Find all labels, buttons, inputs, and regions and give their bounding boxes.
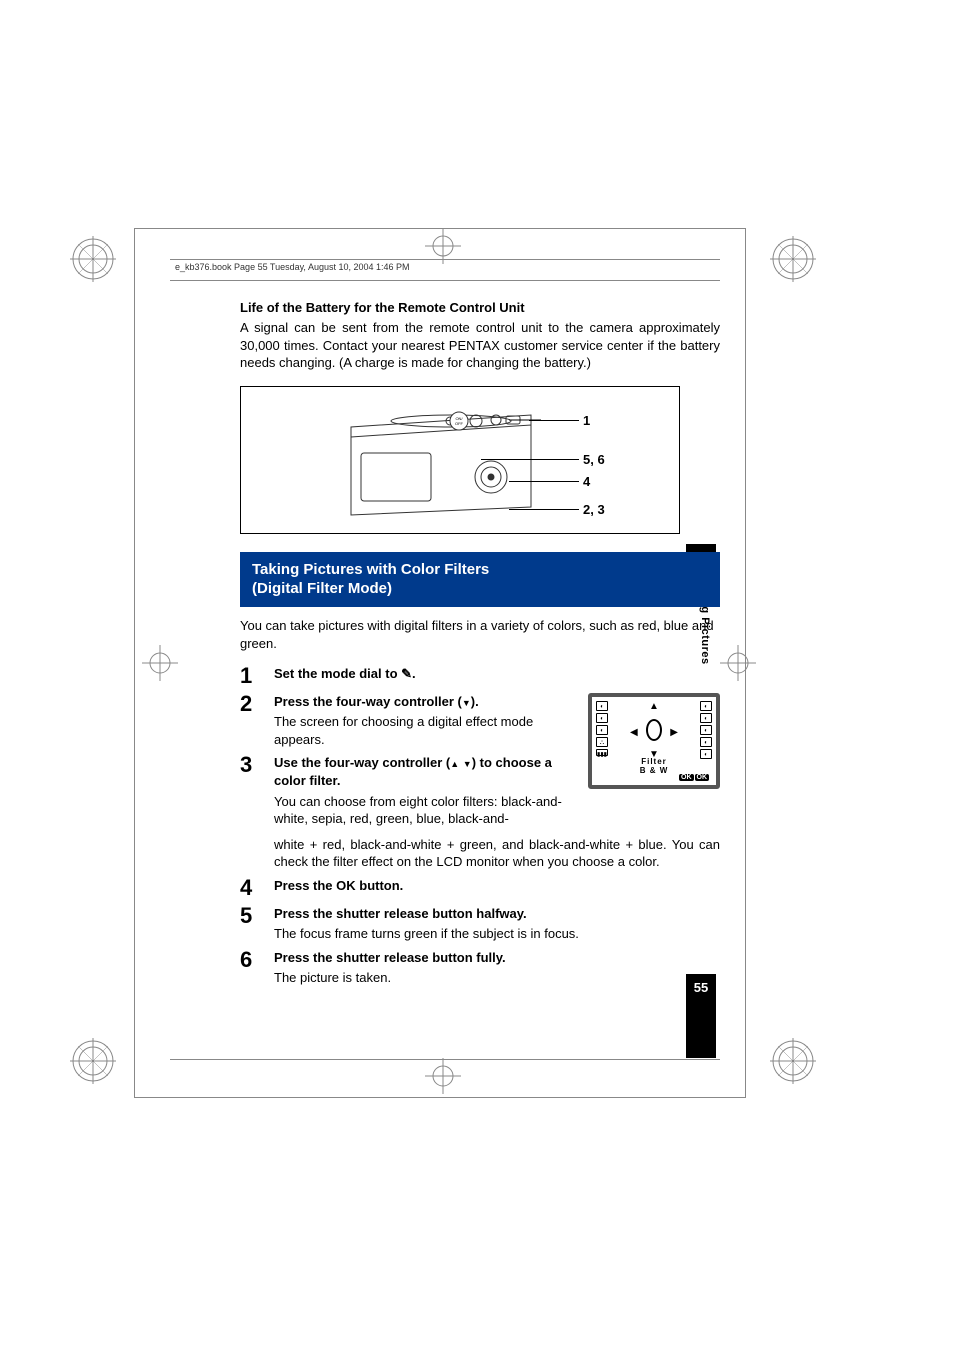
lcd-arrow-up-icon: ▲ (649, 701, 659, 712)
battery-section-title: Life of the Battery for the Remote Contr… (240, 300, 720, 315)
camera-diagram-box: ON/ OFF 1 5, 6 4 2, 3 (240, 386, 680, 534)
step-2-title: Press the four-way controller (▼). (274, 693, 578, 711)
lcd-af-icon: ◐ (596, 725, 608, 735)
up-triangle-icon: ▲ (450, 759, 459, 769)
step-num-4: 4 (240, 877, 274, 899)
step-num-6: 6 (240, 949, 274, 987)
heading-line1: Taking Pictures with Color Filters (252, 561, 489, 578)
heading-line2: (Digital Filter Mode) (252, 580, 392, 597)
callout-56: 5, 6 (583, 452, 605, 467)
step-4: 4 Press the OK button. (240, 877, 720, 899)
lcd-arrow-left-icon: ◀ (630, 727, 638, 738)
reg-cross-mr (720, 645, 756, 681)
step-6-title: Press the shutter release button fully. (274, 949, 720, 967)
reg-mark-bl (70, 1038, 116, 1084)
step-num-2: 2 (240, 693, 274, 748)
step-1-title: Set the mode dial to ✎. (274, 665, 720, 683)
lcd-drive-icon: ⛬ (596, 737, 608, 747)
step-2-desc: The screen for choosing a digital effect… (274, 713, 578, 748)
step-4-title: Press the OK button. (274, 877, 720, 895)
step-5-desc: The focus frame turns green if the subje… (274, 925, 720, 943)
lcd-arrow-right-icon: ▶ (670, 727, 678, 738)
reg-cross-bc (425, 1058, 461, 1094)
callout-23: 2, 3 (583, 502, 605, 517)
callout-1: 1 (583, 413, 590, 428)
lcd-left-icon-column: ◐ ◐ ◐ ⛬ ▮▮▮ (596, 701, 608, 756)
step-num-1: 1 (240, 665, 274, 687)
lcd-preview: ◐ ◐ ◐ ⛬ ▮▮▮ ◐ ◐ ◐ ◐ ◐ ▲ ▼ ◀ ▶ Filter B &… (588, 693, 720, 789)
step-5-title: Press the shutter release button halfway… (274, 905, 720, 923)
battery-section-text: A signal can be sent from the remote con… (240, 319, 720, 372)
step-6: 6 Press the shutter release button fully… (240, 949, 720, 987)
section-heading: Taking Pictures with Color Filters (Digi… (240, 552, 720, 607)
down-triangle-icon: ▼ (463, 759, 472, 769)
step-3: 3 Use the four-way controller (▲ ▼) to c… (240, 754, 578, 827)
step-2: 2 Press the four-way controller (▼). The… (240, 693, 578, 748)
step-3-desc2: white + red, black-and-white + green, an… (274, 836, 720, 871)
reg-mark-tr (770, 236, 816, 282)
step-1: 1 Set the mode dial to ✎. (240, 665, 720, 687)
intro-text: You can take pictures with digital filte… (240, 617, 720, 653)
reg-mark-tl (70, 236, 116, 282)
page-content: Life of the Battery for the Remote Contr… (240, 300, 720, 992)
lcd-right-icon-3: ◐ (700, 725, 712, 735)
svg-text:OFF: OFF (455, 421, 464, 426)
reg-cross-ml (142, 645, 178, 681)
step-3-desc1: You can choose from eight color filters:… (274, 793, 578, 828)
reg-cross-tc (425, 228, 461, 264)
lcd-battery-icon: ▮▮▮ (596, 749, 608, 756)
pencil-dial-icon: ✎ (401, 666, 412, 681)
step-5: 5 Press the shutter release button halfw… (240, 905, 720, 943)
lcd-mode-icon: ◐ (596, 701, 608, 711)
callout-4: 4 (583, 474, 590, 489)
lcd-flash-icon: ◐ (596, 713, 608, 723)
down-triangle-icon: ▼ (462, 698, 471, 708)
step-3-title: Use the four-way controller (▲ ▼) to cho… (274, 754, 578, 790)
lcd-right-icon-2: ◐ (700, 713, 712, 723)
step-6-desc: The picture is taken. (274, 969, 720, 987)
step-num-3: 3 (240, 754, 274, 827)
lcd-center-oval (646, 719, 662, 741)
lcd-right-icon-4: ◐ (700, 737, 712, 747)
camera-illustration: ON/ OFF (341, 397, 541, 525)
reg-mark-br (770, 1038, 816, 1084)
lcd-right-icon-column: ◐ ◐ ◐ ◐ ◐ (700, 701, 712, 759)
step-num-5: 5 (240, 905, 274, 943)
lcd-filter-label: Filter B & W (640, 757, 669, 775)
lcd-right-icon-5: ◐ (700, 749, 712, 759)
running-header: e_kb376.book Page 55 Tuesday, August 10,… (175, 262, 410, 272)
lcd-right-icon-1: ◐ (700, 701, 712, 711)
lcd-ok-label: OKOK (679, 772, 710, 781)
